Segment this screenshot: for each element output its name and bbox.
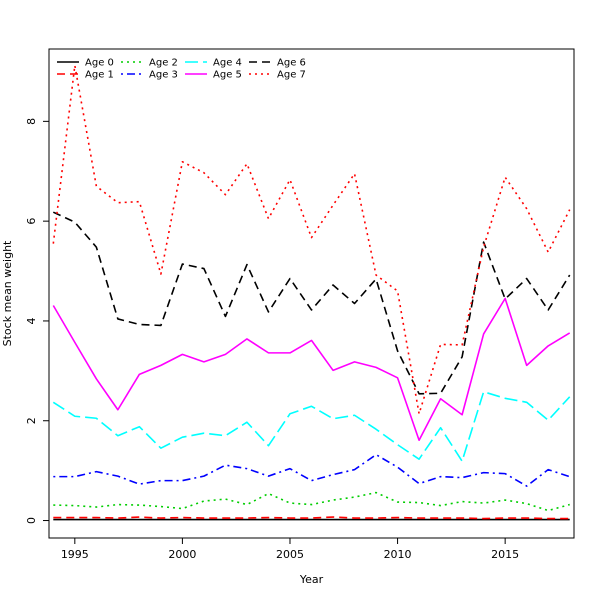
legend-label: Age 3 xyxy=(149,70,178,81)
legend-label: Age 6 xyxy=(277,58,306,69)
y-tick-label: 8 xyxy=(25,118,38,125)
y-tick-label: 4 xyxy=(25,317,38,324)
legend-label: Age 5 xyxy=(213,70,242,81)
x-tick-label: 2005 xyxy=(276,548,304,561)
legend-label: Age 4 xyxy=(213,58,242,69)
series-layer xyxy=(52,64,571,521)
x-tick-label: 2010 xyxy=(384,548,412,561)
x-tick-label: 2000 xyxy=(168,548,196,561)
x-axis: 1995 2000 2005 2010 2015 xyxy=(61,538,519,561)
y-tick-label: 0 xyxy=(25,517,38,524)
legend-label: Age 7 xyxy=(277,70,306,81)
legend-label: Age 2 xyxy=(149,58,178,69)
y-axis: 0 2 4 6 8 xyxy=(25,118,49,524)
legend-label: Age 0 xyxy=(85,58,114,69)
x-axis-label: Year xyxy=(299,573,324,586)
series-line-age-6 xyxy=(52,211,571,395)
series-line-age-1 xyxy=(53,516,570,520)
series-line-age-3 xyxy=(53,453,570,487)
x-tick-label: 1995 xyxy=(61,548,89,561)
x-tick-label: 2015 xyxy=(491,548,519,561)
series-line-age-7 xyxy=(52,64,571,415)
y-tick-label: 6 xyxy=(25,218,38,225)
series-line-age-5 xyxy=(52,297,571,442)
series-line-age-4 xyxy=(52,390,571,462)
y-axis-label: Stock mean weight xyxy=(1,240,14,346)
legend-label: Age 1 xyxy=(85,70,114,81)
y-tick-label: 2 xyxy=(25,417,38,424)
plot-frame xyxy=(48,48,575,539)
series-line-age-2 xyxy=(53,491,570,512)
